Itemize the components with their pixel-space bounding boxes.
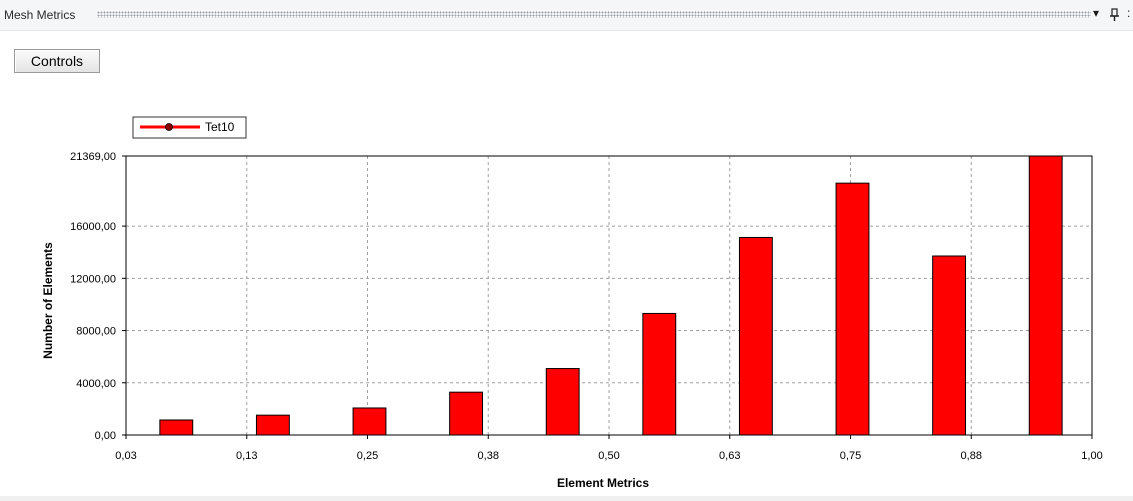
x-tick-label: 0,38 (478, 450, 499, 462)
legend-marker (165, 123, 173, 131)
y-axis-label: Number of Elements (41, 242, 55, 359)
histogram-bar[interactable] (449, 391, 484, 436)
histogram-bar[interactable] (545, 368, 580, 436)
x-tick-label: 0,75 (840, 450, 861, 462)
x-tick-label: 1,00 (1081, 450, 1102, 462)
x-axis-label: Element Metrics (557, 476, 649, 490)
x-tick-label: 0,63 (719, 450, 740, 462)
histogram-bar[interactable] (932, 255, 967, 436)
histogram-bar[interactable] (1028, 155, 1063, 436)
x-tick-label: 0,03 (115, 450, 136, 462)
histogram-bar[interactable] (738, 236, 773, 436)
x-tick-label: 0,25 (357, 450, 378, 462)
panel-titlebar: Mesh Metrics ▾ : (0, 0, 1133, 31)
y-tick-label: 12000,00 (70, 273, 116, 285)
y-tick-label: 4000,00 (76, 378, 116, 390)
controls-button[interactable]: Controls (14, 49, 100, 73)
histogram-bar[interactable] (642, 312, 677, 436)
plot-border (125, 155, 1093, 436)
pin-icon[interactable] (1110, 8, 1120, 22)
close-icon[interactable]: : (1127, 6, 1131, 20)
x-tick-label: 0,13 (236, 450, 257, 462)
panel-title: Mesh Metrics (4, 8, 79, 22)
titlebar-grip[interactable] (97, 11, 1091, 18)
y-tick-label: 8000,00 (76, 326, 116, 338)
legend-label: Tet10 (205, 120, 235, 134)
histogram-bar[interactable] (255, 414, 290, 436)
y-tick-label: 21369,00 (70, 151, 116, 163)
y-tick-label: 16000,00 (70, 221, 116, 233)
bottom-border (0, 496, 1133, 501)
x-tick-label: 0,88 (961, 450, 982, 462)
chevron-down-icon[interactable]: ▾ (1093, 6, 1100, 20)
histogram-bar[interactable] (159, 419, 194, 436)
y-tick-label: 0,00 (95, 430, 116, 442)
histogram-bar[interactable] (352, 407, 387, 436)
histogram-bar[interactable] (835, 182, 870, 436)
x-tick-label: 0,50 (598, 450, 619, 462)
